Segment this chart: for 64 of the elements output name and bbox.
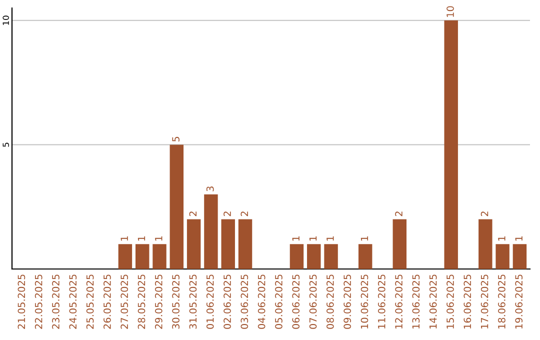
data-label: 10 — [446, 6, 454, 17]
bar — [186, 219, 201, 269]
bar — [118, 244, 132, 269]
x-tick-label: 18.06.2025 — [498, 274, 506, 328]
data-label: 3 — [206, 186, 214, 192]
x-tick-label: 15.06.2025 — [446, 274, 454, 328]
bar — [478, 219, 492, 269]
bar — [358, 244, 372, 269]
data-label: 2 — [189, 212, 196, 216]
x-tick-label: 31.05.2025 — [189, 274, 197, 329]
data-label: 1 — [138, 236, 146, 241]
x-tick-label: 19.06.2025 — [515, 274, 523, 328]
bar — [170, 144, 184, 269]
x-tick-label: 12.06.2025 — [395, 274, 402, 328]
x-tick-label: 08.06.2025 — [326, 274, 334, 329]
data-label: 5 — [172, 136, 180, 142]
data-label: 2 — [240, 212, 248, 216]
x-tick-label: 03.06.2025 — [240, 274, 248, 329]
x-tick-label: 16.06.2025 — [464, 274, 472, 328]
x-tick-label: 25.05.2025 — [86, 274, 94, 329]
x-tick-label: 14.06.2025 — [429, 274, 437, 328]
x-tick-label: 26.05.2025 — [104, 274, 111, 329]
x-tick-label: 09.06.2025 — [344, 274, 352, 329]
bar — [512, 244, 527, 269]
data-label: 1 — [309, 236, 317, 241]
bar — [444, 20, 458, 269]
x-tick-label: 07.06.2025 — [309, 274, 317, 329]
x-tick-label: 29.05.2025 — [154, 274, 162, 329]
x-tick-label: 01.06.2025 — [206, 274, 214, 329]
x-tick-label: 04.06.2025 — [258, 274, 266, 329]
data-label: 2 — [395, 212, 402, 216]
x-tick-label: 30.05.2025 — [172, 274, 180, 329]
x-tick-label: 28.05.2025 — [138, 274, 146, 329]
bar — [290, 244, 304, 269]
bar — [152, 244, 166, 269]
x-tick-label: 02.06.2025 — [224, 274, 231, 329]
data-label: 1 — [360, 236, 368, 241]
bar — [204, 194, 218, 269]
bar — [496, 244, 510, 269]
data-label: 1 — [292, 236, 300, 241]
x-tick-label: 13.06.2025 — [412, 274, 420, 328]
bar — [135, 244, 150, 269]
data-label: 1 — [515, 236, 522, 241]
x-tick-label: 05.06.2025 — [275, 274, 282, 329]
data-label: 2 — [224, 212, 231, 216]
x-tick-label: 10.06.2025 — [360, 274, 368, 328]
x-tick-label: 23.05.2025 — [52, 274, 60, 329]
bar — [307, 244, 321, 269]
data-label: 1 — [498, 236, 506, 241]
bar — [324, 244, 338, 269]
bar — [238, 219, 252, 269]
data-label: 1 — [155, 236, 162, 241]
x-tick-label: 17.06.2025 — [480, 274, 488, 328]
x-tick-label: 11.06.2025 — [378, 274, 386, 328]
x-tick-label: 27.05.2025 — [120, 274, 128, 329]
x-tick-label: 24.05.2025 — [69, 274, 77, 329]
x-tick-label: 22.05.2025 — [34, 274, 42, 329]
data-label: 1 — [326, 236, 334, 241]
bar — [221, 219, 235, 269]
data-label: 2 — [480, 212, 488, 216]
x-tick-label: 06.06.2025 — [292, 274, 300, 329]
x-tick-label: 21.05.2025 — [18, 274, 26, 329]
data-label: 1 — [120, 236, 128, 241]
bar — [392, 219, 407, 269]
